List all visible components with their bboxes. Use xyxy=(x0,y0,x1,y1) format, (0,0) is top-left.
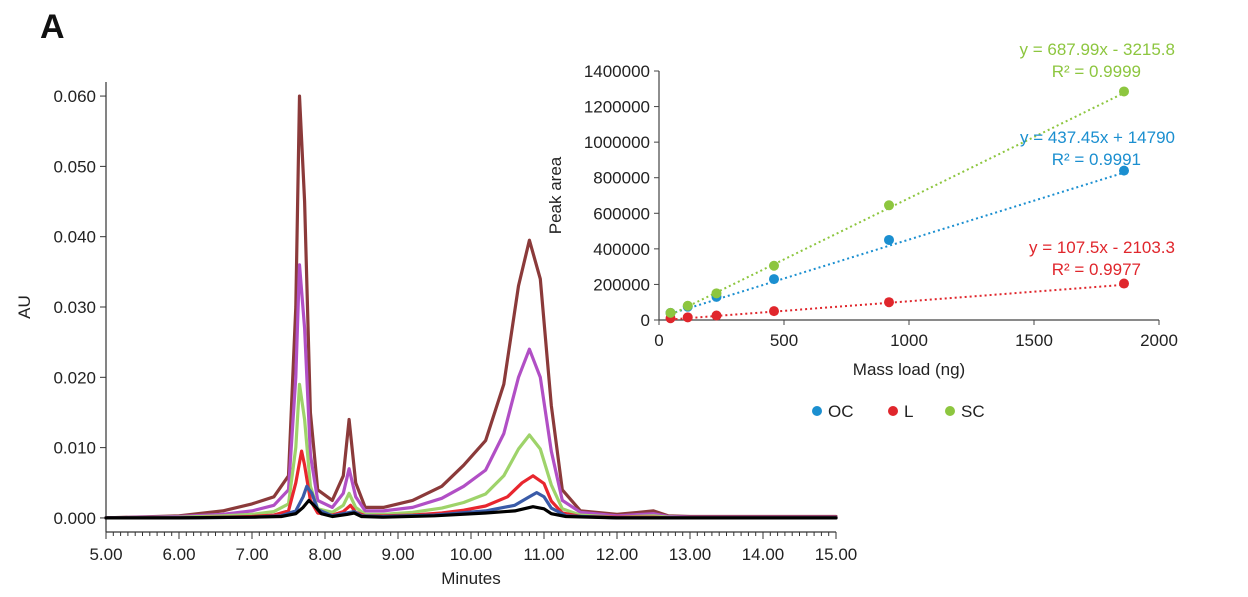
inset-y-tick-label: 800000 xyxy=(593,169,650,188)
inset-x-tick-label: 0 xyxy=(654,331,663,350)
trendline-oc xyxy=(670,171,1125,315)
inset-y-tick-label: 600000 xyxy=(593,204,650,223)
chromatogram-trace-4 xyxy=(104,449,838,520)
inset-x-tick-label: 500 xyxy=(770,331,798,350)
legend-marker-oc xyxy=(812,406,822,416)
data-point-sc xyxy=(769,260,779,271)
inset-x-tick-label: 1500 xyxy=(1015,331,1053,350)
x-axis-title: Minutes xyxy=(441,569,501,588)
x-tick-label: 14.00 xyxy=(742,545,785,564)
legend-label-oc: OC xyxy=(828,402,854,421)
y-tick-label: 0.030 xyxy=(53,298,96,317)
x-tick-label: 15.00 xyxy=(815,545,858,564)
chromatogram-trace-3 xyxy=(104,382,838,520)
data-point-sc xyxy=(1119,86,1129,97)
r2-label-l: R² = 0.9977 xyxy=(1052,260,1141,279)
r2-label-oc: R² = 0.9991 xyxy=(1052,150,1141,169)
x-tick-label: 11.00 xyxy=(523,545,564,564)
data-point-oc xyxy=(884,234,894,245)
legend-label-l: L xyxy=(904,402,913,421)
data-point-oc xyxy=(769,274,779,285)
inset-x-axis-title: Mass load (ng) xyxy=(853,360,965,379)
x-tick-label: 12.00 xyxy=(596,545,639,564)
chromatogram-trace-1 xyxy=(104,94,838,520)
data-point-sc xyxy=(682,300,693,311)
data-point-sc xyxy=(711,288,722,299)
y-tick-label: 0.050 xyxy=(53,157,96,176)
data-point-sc xyxy=(884,200,894,211)
legend-label-sc: SC xyxy=(961,402,985,421)
y-tick-label: 0.000 xyxy=(53,509,96,528)
x-tick-label: 5.00 xyxy=(89,545,122,564)
inset-x-tick-label: 2000 xyxy=(1140,331,1178,350)
y-tick-label: 0.010 xyxy=(53,439,96,458)
data-point-l xyxy=(711,310,722,321)
x-tick-label: 7.00 xyxy=(235,545,268,564)
x-tick-label: 6.00 xyxy=(162,545,195,564)
panel-label: A xyxy=(40,8,65,46)
inset-y-axis-title: Peak area xyxy=(546,156,565,234)
inset-y-tick-label: 400000 xyxy=(593,240,650,259)
inset-y-tick-label: 1000000 xyxy=(584,133,650,152)
y-tick-label: 0.020 xyxy=(53,368,96,387)
data-point-l xyxy=(884,297,894,308)
equation-label-l: y = 107.5x - 2103.3 xyxy=(1029,238,1175,257)
equation-label-oc: y = 437.45x + 14790 xyxy=(1020,128,1175,147)
trendline-l xyxy=(670,283,1125,321)
x-tick-label: 8.00 xyxy=(308,545,341,564)
x-tick-label: 10.00 xyxy=(450,545,493,564)
inset-y-tick-label: 0 xyxy=(641,311,650,330)
equation-label-sc: y = 687.99x - 3215.8 xyxy=(1020,40,1175,59)
data-point-sc xyxy=(665,307,676,318)
data-point-oc xyxy=(1119,165,1129,176)
legend-marker-l xyxy=(888,406,898,416)
inset-y-tick-label: 1200000 xyxy=(584,98,650,117)
inset-x-tick-label: 1000 xyxy=(890,331,928,350)
r2-label-sc: R² = 0.9999 xyxy=(1052,62,1141,81)
chromatogram-trace-2 xyxy=(104,263,838,520)
data-point-l xyxy=(682,312,693,323)
chromatogram-trace-6 xyxy=(104,498,838,520)
data-point-l xyxy=(769,306,779,317)
data-point-l xyxy=(1119,278,1129,289)
y-tick-label: 0.040 xyxy=(53,228,96,247)
trendline-sc xyxy=(670,92,1125,316)
y-tick-label: 0.060 xyxy=(53,87,96,106)
x-tick-label: 9.00 xyxy=(381,545,414,564)
y-axis-title: AU xyxy=(15,295,34,319)
inset-y-tick-label: 200000 xyxy=(593,275,650,294)
x-tick-label: 13.00 xyxy=(669,545,712,564)
legend-marker-sc xyxy=(945,406,955,416)
inset-y-tick-label: 1400000 xyxy=(584,62,650,81)
